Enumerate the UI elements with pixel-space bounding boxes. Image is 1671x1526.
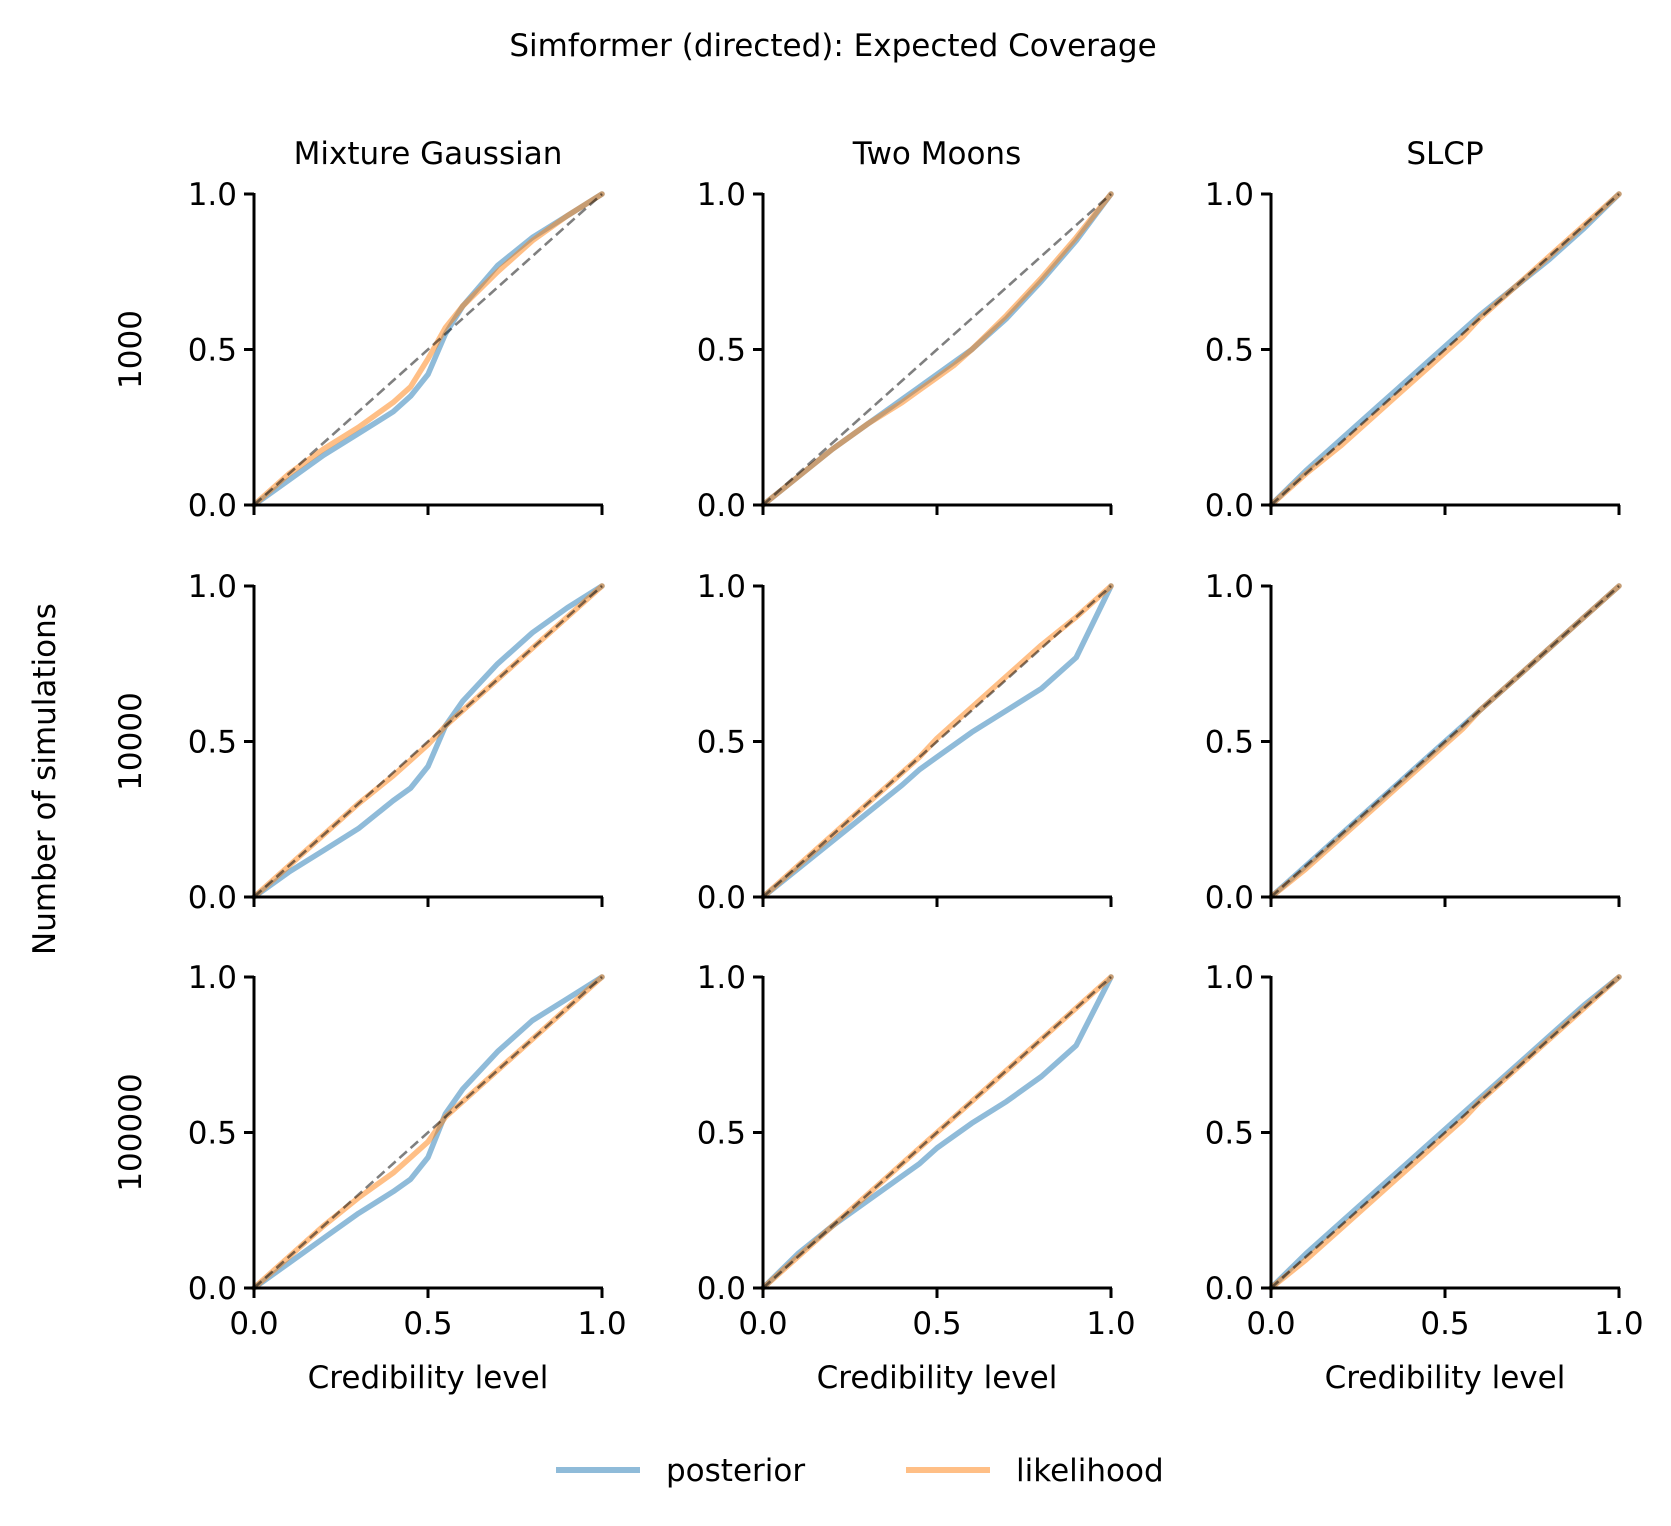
panel-two-moons-1000: 0.0 0.5 1.0 Two Moons [697, 136, 1114, 524]
y-tick-label: 0.0 [188, 880, 237, 916]
x-tick-label: 1.0 [577, 1306, 626, 1342]
series-line-likelihood [760, 191, 1114, 508]
x-axis-label: Credibility level [1325, 1360, 1566, 1396]
legend-label-likelihood: likelihood [1016, 1453, 1164, 1489]
y-tick-label: 0.0 [697, 880, 746, 916]
reference-diagonal-line [1270, 976, 1620, 1289]
row-label: 10000 [113, 692, 149, 791]
y-tick-label: 0.0 [697, 1271, 746, 1307]
legend: posterior likelihood [556, 1453, 1164, 1489]
x-axis-label: Credibility level [817, 1360, 1058, 1396]
y-tick-label: 0.5 [697, 1116, 746, 1152]
series-line-likelihood [1268, 974, 1622, 1291]
series-line-likelihood [1268, 191, 1622, 508]
x-tick-label: 1.0 [1594, 1306, 1643, 1342]
reference-diagonal-line [762, 976, 1112, 1289]
y-tick-label: 0.5 [1205, 1116, 1254, 1152]
column-title: SLCP [1406, 136, 1483, 172]
y-tick-label: 1.0 [1205, 569, 1254, 605]
series-line-posterior [251, 583, 605, 900]
panel-slcp-10000: 0.0 0.5 1.0 [1205, 569, 1622, 916]
y-tick-label: 0.0 [1205, 1271, 1254, 1307]
y-tick-label: 1.0 [1205, 960, 1254, 996]
y-tick-label: 1.0 [1205, 177, 1254, 213]
panel-slcp-1000: 0.0 0.5 1.0 SLCP [1205, 136, 1622, 524]
y-tick-label: 0.0 [188, 1271, 237, 1307]
reference-diagonal-line [253, 193, 603, 506]
y-tick-label: 0.5 [697, 333, 746, 369]
series-line-likelihood [251, 191, 605, 508]
column-title: Mixture Gaussian [294, 136, 563, 172]
panel-two-moons-10000: 0.0 0.5 1.0 [697, 569, 1114, 916]
y-tick-label: 0.0 [1205, 488, 1254, 524]
series-line-likelihood [1268, 583, 1622, 900]
x-tick-label: 1.0 [1086, 1306, 1135, 1342]
y-tick-label: 0.0 [697, 488, 746, 524]
y-tick-label: 0.5 [1205, 333, 1254, 369]
y-tick-label: 1.0 [188, 569, 237, 605]
y-tick-label: 0.5 [188, 725, 237, 761]
x-tick-label: 0.0 [738, 1306, 787, 1342]
panel-two-moons-100000: 0.0 0.5 1.0 0.0 0.5 1.0 Credibility level [697, 960, 1136, 1396]
reference-diagonal-line [1270, 585, 1620, 898]
y-tick-label: 0.5 [188, 1116, 237, 1152]
series-line-posterior [251, 974, 605, 1291]
y-tick-label: 1.0 [188, 960, 237, 996]
x-axis-label: Credibility level [308, 1360, 549, 1396]
y-tick-label: 1.0 [697, 960, 746, 996]
row-label: 100000 [113, 1073, 149, 1191]
panel-slcp-100000: 0.0 0.5 1.0 0.0 0.5 1.0 Credibility level [1205, 960, 1644, 1396]
y-tick-label: 1.0 [697, 569, 746, 605]
panel-mixture-gaussian-1000: 0.0 0.5 1.0 Mixture Gaussian 1000 [113, 136, 605, 524]
x-tick-label: 0.5 [1420, 1306, 1469, 1342]
reference-diagonal-line [253, 585, 603, 898]
y-tick-label: 1.0 [188, 177, 237, 213]
y-tick-label: 0.5 [1205, 725, 1254, 761]
reference-diagonal-line [762, 585, 1112, 898]
reference-diagonal-line [762, 193, 1112, 506]
y-tick-label: 0.5 [188, 333, 237, 369]
x-tick-label: 0.0 [229, 1306, 278, 1342]
x-tick-label: 0.0 [1246, 1306, 1295, 1342]
y-tick-label: 0.5 [697, 725, 746, 761]
y-tick-label: 0.0 [188, 488, 237, 524]
panel-mixture-gaussian-10000: 0.0 0.5 1.0 10000 [113, 569, 605, 916]
y-tick-label: 1.0 [697, 177, 746, 213]
series-line-posterior [760, 583, 1114, 900]
column-title: Two Moons [852, 136, 1021, 172]
panels-grid: 0.0 0.5 1.0 Mixture Gaussian 1000 0.0 0.5 1.0 Tw… [113, 136, 1644, 1396]
reference-diagonal-line [253, 976, 603, 1289]
x-tick-label: 0.5 [912, 1306, 961, 1342]
legend-label-posterior: posterior [666, 1453, 805, 1489]
y-tick-label: 0.0 [1205, 880, 1254, 916]
panel-mixture-gaussian-100000: 0.0 0.5 1.0 0.0 0.5 1.0 Credibility level 10000… [113, 960, 627, 1396]
y-axis-label: Number of simulations [27, 603, 63, 955]
row-label: 1000 [113, 310, 149, 389]
x-tick-label: 0.5 [403, 1306, 452, 1342]
reference-diagonal-line [1270, 193, 1620, 506]
figure-title: Simformer (directed): Expected Coverage [509, 28, 1156, 64]
